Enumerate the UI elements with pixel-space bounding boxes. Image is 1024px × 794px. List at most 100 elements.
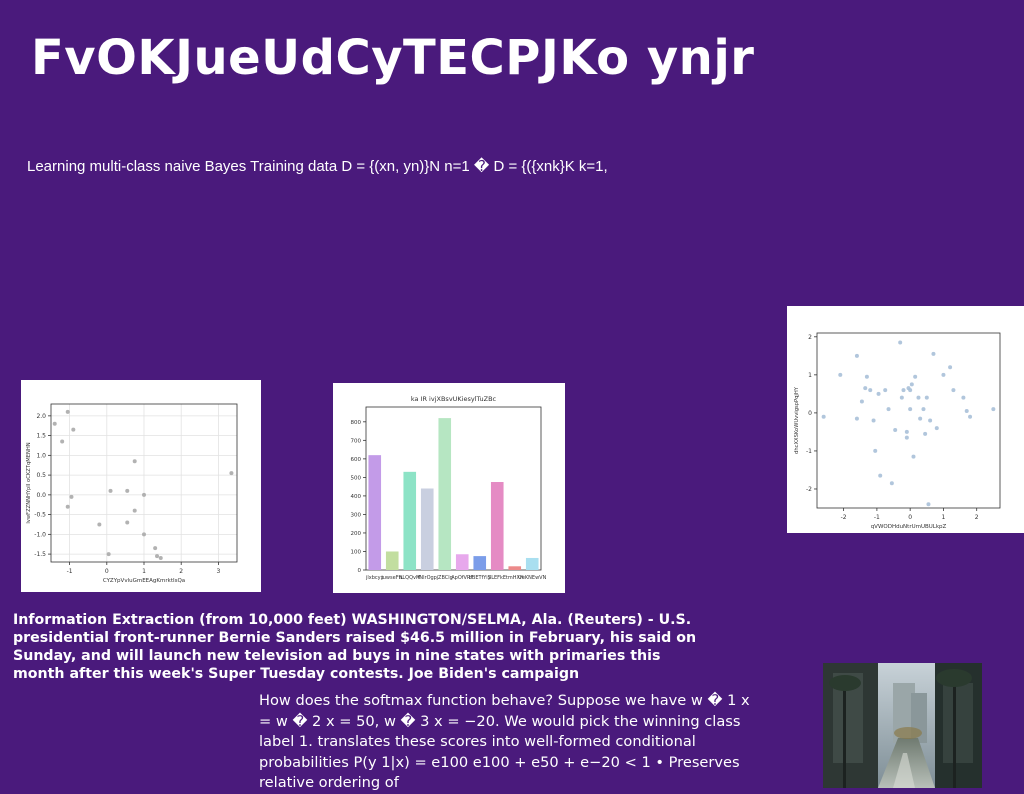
right-scatter-point bbox=[821, 414, 826, 419]
left-scatter-point bbox=[60, 439, 65, 444]
left-scatter-ytick-label: 1.5 bbox=[36, 433, 46, 440]
bar-chart-bar bbox=[473, 556, 487, 570]
left-scatter-point bbox=[158, 556, 163, 561]
right-scatter-point bbox=[901, 388, 906, 393]
bar-chart-bar bbox=[525, 557, 539, 570]
bar-chart-xtick-label: ApOfVRF bbox=[451, 575, 473, 581]
bar-chart-xtick-label: jZBClg bbox=[436, 575, 453, 581]
left-scatter-point bbox=[65, 409, 70, 414]
bar-chart-xtick-label: tmHXH bbox=[506, 575, 524, 581]
right-scatter-point bbox=[904, 429, 909, 434]
right-scatter-xtick-label: 2 bbox=[975, 514, 979, 521]
left-scatter-point bbox=[142, 492, 146, 497]
left-scatter-ytick-label: -1.5 bbox=[34, 551, 46, 558]
bar-chart-bar bbox=[385, 551, 399, 570]
left-scatter-ytick-label: 0.0 bbox=[36, 492, 46, 499]
right-scatter-point bbox=[941, 372, 946, 377]
scatter-chart-right-svg: -2 -1 0 1 2 -2 -1 0 1 2 qVWODHduNtrUmUBULkpZ dhcXXS… bbox=[794, 332, 1001, 530]
bar-chart-ytick-label: 200 bbox=[351, 531, 362, 537]
right-scatter-xtick-label: -1 bbox=[874, 514, 880, 521]
right-scatter-point bbox=[854, 416, 859, 421]
left-scatter-ytick-label: 2.0 bbox=[36, 413, 46, 420]
left-scatter-ytick-label: 0.5 bbox=[36, 472, 46, 479]
right-scatter-axes-frame bbox=[816, 332, 1001, 509]
slide-subtitle: Learning multi-class naive Bayes Trainin… bbox=[27, 158, 608, 175]
bar-chart-ytick-label: 300 bbox=[351, 512, 362, 518]
right-scatter-point bbox=[928, 418, 933, 423]
left-scatter-xtick-label: 2 bbox=[179, 568, 183, 575]
left-scatter-ytick-label: 1.0 bbox=[36, 452, 46, 459]
right-scatter-ytick-label: 2 bbox=[808, 334, 812, 341]
bar-chart-xtick-label: jlLEFkE bbox=[487, 575, 506, 581]
right-scatter-point bbox=[838, 372, 843, 377]
bar-chart-ytick-label: 100 bbox=[351, 549, 362, 555]
right-scatter-point bbox=[961, 395, 966, 400]
left-scatter-point bbox=[69, 494, 74, 499]
right-scatter-point bbox=[948, 365, 953, 370]
bar-chart-title: ka IR ivjXBsvUKiesylTuZBc bbox=[411, 395, 497, 403]
left-scatter-point bbox=[229, 471, 234, 476]
right-scatter-point bbox=[876, 391, 881, 396]
left-scatter-ylabel: lvwFZZNNHYpII oCKZTqMENHN bbox=[26, 442, 32, 523]
right-scatter-point bbox=[913, 374, 918, 379]
bar-chart-xtick-label: fNlrOgp bbox=[418, 575, 437, 581]
bar-chart-xtick-label: jlxbcyx bbox=[365, 575, 384, 581]
news-text: Information Extraction (from 10,000 feet… bbox=[13, 612, 697, 682]
bar-chart-ytick-label: 800 bbox=[351, 420, 362, 426]
left-scatter-point bbox=[65, 504, 70, 509]
left-scatter-point bbox=[71, 427, 76, 432]
slide-title: FvOKJueUdCyTECPJKo ynjr bbox=[31, 30, 755, 86]
bar-chart-xtick-label: bBETfYiS bbox=[469, 575, 491, 581]
right-scatter-point bbox=[934, 426, 939, 431]
scatter-chart-right: -2 -1 0 1 2 -2 -1 0 1 2 qVWODHduNtrUmUBULkpZ dhcXXS… bbox=[787, 306, 1024, 533]
right-scatter-point bbox=[854, 353, 859, 358]
left-scatter-xlabel: CYZYpVvluGmEEAgKmrktIsQa bbox=[103, 578, 185, 584]
right-scatter-point bbox=[904, 435, 909, 440]
bar-chart-xtick-label: juwseFfL bbox=[380, 575, 403, 581]
left-scatter-xtick-label: 3 bbox=[216, 568, 220, 575]
bar-chart-bar bbox=[403, 471, 417, 570]
left-scatter-ytick-label: -0.5 bbox=[34, 512, 46, 519]
right-scatter-point bbox=[871, 418, 876, 423]
bar-chart-bar bbox=[455, 554, 469, 570]
right-scatter-point bbox=[886, 407, 891, 412]
left-scatter-point bbox=[153, 546, 158, 551]
right-scatter-point bbox=[916, 395, 921, 400]
right-scatter-xlabel: qVWODHduNtrUmUBULkpZ bbox=[871, 524, 947, 530]
left-scatter-point bbox=[52, 421, 57, 426]
left-scatter-point bbox=[142, 532, 146, 537]
right-scatter-point bbox=[859, 399, 864, 404]
right-scatter-point bbox=[878, 473, 883, 478]
right-scatter-ytick-label: -2 bbox=[806, 486, 812, 493]
right-scatter-point bbox=[921, 407, 926, 412]
bar-chart-bar bbox=[490, 482, 504, 570]
right-scatter-point bbox=[908, 388, 913, 393]
right-scatter-point bbox=[918, 416, 923, 421]
street-photo bbox=[823, 663, 982, 788]
bar-chart-ytick-label: 400 bbox=[351, 494, 362, 500]
bar-chart-ytick-label: 700 bbox=[351, 438, 362, 444]
bar-chart-ytick-label: 0 bbox=[358, 568, 362, 574]
bar-chart-xtick-label: UeKNEwVN bbox=[518, 575, 546, 581]
right-scatter-point bbox=[931, 351, 936, 356]
left-scatter-point bbox=[132, 459, 137, 464]
right-scatter-point bbox=[883, 388, 888, 393]
right-scatter-ytick-label: 0 bbox=[808, 410, 812, 417]
right-scatter-point bbox=[899, 395, 904, 400]
left-scatter-point bbox=[97, 522, 102, 527]
left-scatter-point bbox=[108, 488, 113, 493]
left-scatter-xtick-label: -1 bbox=[67, 568, 73, 575]
bar-chart-xtick-label: hLQQvM bbox=[399, 575, 420, 581]
right-scatter-xtick-label: 0 bbox=[908, 514, 912, 521]
right-scatter-point bbox=[873, 448, 878, 453]
bar-chart: 0 100 200 300 400 500 600 700 800 jlxbcyx juwseFfL… bbox=[333, 383, 565, 593]
right-scatter-point bbox=[868, 388, 873, 393]
bar-chart-bar bbox=[438, 418, 452, 570]
bar-chart-bar bbox=[368, 455, 382, 570]
left-scatter-point bbox=[125, 520, 130, 525]
right-scatter-point bbox=[909, 382, 914, 387]
right-scatter-ylabel: dhcXXSKoWUvvigspPqjHY bbox=[794, 386, 800, 454]
left-scatter-xtick-label: 0 bbox=[105, 568, 109, 575]
right-scatter-point bbox=[898, 340, 903, 345]
bar-chart-ytick-label: 600 bbox=[351, 457, 362, 463]
